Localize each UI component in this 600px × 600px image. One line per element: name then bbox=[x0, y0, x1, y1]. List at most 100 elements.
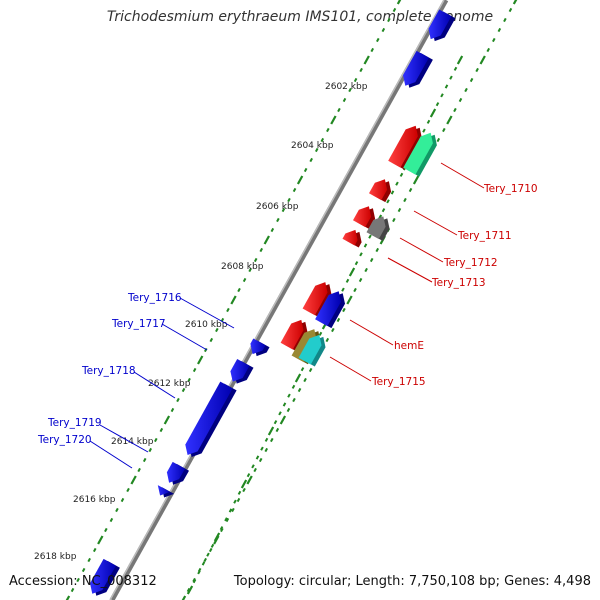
tick-mark bbox=[203, 557, 207, 563]
tick-mark bbox=[197, 570, 201, 575]
callout-line bbox=[349, 319, 394, 346]
gene-tery-1717[interactable] bbox=[230, 359, 254, 384]
tick-mark bbox=[287, 393, 291, 398]
gene-tery-1711[interactable] bbox=[353, 206, 376, 230]
gene-red-a[interactable] bbox=[369, 179, 392, 203]
tick-mark bbox=[368, 234, 372, 239]
gene-label[interactable]: Tery_1717 bbox=[111, 318, 166, 330]
gene-label[interactable]: Tery_1716 bbox=[127, 292, 182, 304]
tick-mark bbox=[479, 55, 486, 65]
tick-mark bbox=[192, 367, 197, 373]
gene-label[interactable]: Tery_1711 bbox=[457, 230, 512, 242]
tick-mark bbox=[246, 475, 253, 485]
callout-line bbox=[329, 356, 372, 382]
tick-mark bbox=[358, 277, 363, 283]
tick-mark bbox=[512, 0, 518, 5]
scale-label: 2612 kbp bbox=[148, 379, 191, 389]
gene-top-blue[interactable] bbox=[428, 9, 456, 42]
tick-mark bbox=[314, 147, 319, 153]
gene-tery-1720[interactable] bbox=[157, 485, 175, 498]
scale-label: 2614 kbp bbox=[111, 437, 154, 447]
tick-mark bbox=[318, 331, 323, 336]
scale-label: 2602 kbp bbox=[325, 82, 368, 92]
gene-tery-1716[interactable] bbox=[250, 338, 270, 357]
tick-mark bbox=[76, 577, 80, 583]
tick-mark bbox=[115, 507, 119, 513]
tick-mark bbox=[109, 517, 114, 523]
tick-mark bbox=[163, 415, 171, 425]
gene-hemE-red[interactable] bbox=[302, 282, 332, 318]
tick-mark bbox=[215, 327, 219, 333]
gene-tery-1710[interactable] bbox=[403, 132, 437, 177]
tick-mark bbox=[70, 587, 75, 593]
tick-mark bbox=[392, 217, 396, 223]
tick-mark bbox=[369, 257, 374, 263]
gene-label[interactable]: Tery_1710 bbox=[483, 183, 538, 195]
tick-mark bbox=[259, 247, 264, 253]
tick-mark bbox=[210, 543, 215, 548]
tick-mark bbox=[206, 552, 210, 557]
gene-label[interactable]: Tery_1715 bbox=[371, 376, 426, 388]
tick-mark bbox=[345, 278, 350, 283]
gene-tery-1712[interactable] bbox=[366, 216, 390, 241]
tick-mark bbox=[396, 0, 402, 5]
tick-mark bbox=[354, 261, 359, 266]
tick-mark bbox=[253, 257, 258, 263]
gene-label[interactable]: Tery_1712 bbox=[443, 257, 498, 269]
gene-tery-1719[interactable] bbox=[166, 461, 189, 485]
gene-label[interactable]: hemE bbox=[394, 340, 424, 352]
tick-mark bbox=[475, 67, 479, 73]
gene-label[interactable]: Tery_1720 bbox=[37, 434, 92, 446]
tick-mark bbox=[203, 347, 208, 353]
callout-line bbox=[179, 297, 235, 329]
tick-mark bbox=[209, 337, 214, 343]
tick-mark bbox=[453, 66, 458, 71]
tick-mark bbox=[176, 397, 180, 403]
tick-mark bbox=[353, 287, 357, 293]
callout-line bbox=[440, 162, 485, 189]
tick-mark bbox=[276, 217, 280, 223]
tick-mark bbox=[370, 47, 375, 53]
tick-mark bbox=[386, 199, 390, 204]
gene-red-b[interactable] bbox=[280, 319, 308, 352]
gene-tery-1710-red[interactable] bbox=[388, 125, 422, 170]
tick-mark bbox=[392, 7, 397, 13]
tick-mark bbox=[248, 267, 252, 273]
tick-mark bbox=[275, 427, 280, 433]
tick-mark bbox=[436, 137, 441, 143]
tick-mark bbox=[231, 507, 235, 513]
gene-label[interactable]: Tery_1713 bbox=[431, 277, 486, 289]
backbone bbox=[109, 0, 449, 600]
gene-blue-top2[interactable] bbox=[403, 50, 433, 88]
gene-bottom-blue[interactable] bbox=[90, 558, 120, 596]
scale-label: 2606 kbp bbox=[256, 202, 299, 212]
tick-mark bbox=[251, 464, 255, 469]
gene-tery-1715[interactable] bbox=[298, 334, 326, 367]
tick-mark bbox=[342, 307, 346, 313]
callout-line bbox=[89, 440, 133, 469]
tick-mark bbox=[230, 295, 237, 305]
tick-mark bbox=[408, 187, 413, 193]
gene-label[interactable]: Tery_1718 bbox=[81, 365, 136, 377]
tick-mark bbox=[492, 37, 496, 43]
tick-mark bbox=[233, 499, 237, 504]
gene-features[interactable] bbox=[90, 9, 456, 596]
gene-hemE[interactable] bbox=[315, 291, 345, 329]
tick-mark bbox=[325, 337, 330, 343]
tick-mark bbox=[440, 93, 444, 98]
gene-tery-1718[interactable] bbox=[185, 381, 237, 457]
tick-mark bbox=[186, 585, 194, 595]
tick-mark bbox=[464, 87, 468, 93]
tick-mark bbox=[92, 547, 97, 553]
tick-mark bbox=[296, 175, 304, 185]
tick-mark bbox=[270, 227, 275, 233]
tick-mark bbox=[348, 267, 356, 277]
tick-mark bbox=[453, 107, 457, 113]
tick-mark bbox=[387, 17, 391, 23]
callout-line bbox=[413, 210, 458, 236]
callout-line bbox=[399, 237, 444, 263]
gene-tery-1713[interactable] bbox=[342, 229, 362, 248]
scale-label: 2618 kbp bbox=[34, 552, 77, 562]
tick-mark bbox=[422, 128, 426, 133]
gene-label[interactable]: Tery_1719 bbox=[47, 417, 102, 429]
